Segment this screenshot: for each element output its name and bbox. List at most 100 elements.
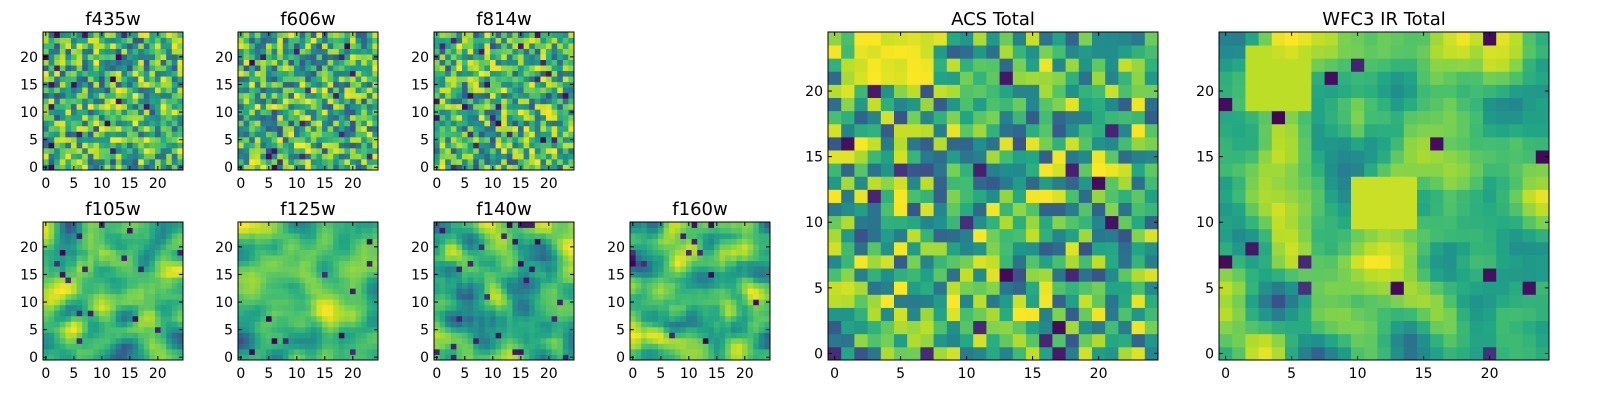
heatmap-cell xyxy=(305,260,312,267)
heatmap-cell xyxy=(260,332,267,339)
heatmap-cell xyxy=(249,92,256,99)
heatmap-cell xyxy=(277,70,284,77)
heatmap-cell xyxy=(271,103,278,110)
heatmap-cell xyxy=(316,125,323,132)
heatmap-cell xyxy=(316,54,323,60)
heatmap-cell xyxy=(54,54,61,60)
heatmap-cell xyxy=(646,266,653,273)
heatmap-cell xyxy=(473,343,480,350)
heatmap-cell xyxy=(282,288,289,295)
heatmap-cell xyxy=(171,65,178,72)
heatmap-cell xyxy=(327,158,334,165)
heatmap-cell xyxy=(54,282,61,289)
heatmap-cell xyxy=(867,268,882,282)
heatmap-cell xyxy=(65,255,72,262)
heatmap-cell xyxy=(322,92,328,99)
heatmap-cell xyxy=(361,114,368,121)
heatmap-cell xyxy=(1078,163,1093,177)
heatmap-cell xyxy=(254,81,261,88)
heatmap-cell xyxy=(501,249,508,256)
heatmap-cell xyxy=(333,233,340,239)
heatmap-cell xyxy=(282,348,289,355)
heatmap-cell xyxy=(434,92,440,99)
heatmap-cell xyxy=(288,266,295,273)
heatmap-cell xyxy=(663,255,670,262)
heatmap-cell xyxy=(445,260,452,267)
heatmap-cell xyxy=(546,277,552,284)
heatmap-cell xyxy=(155,337,161,344)
heatmap-cell xyxy=(350,48,356,55)
heatmap-cell xyxy=(495,244,502,250)
heatmap-cell xyxy=(635,233,642,239)
heatmap-cell xyxy=(260,288,267,295)
heatmap-cell xyxy=(764,255,771,262)
heatmap-cell xyxy=(71,81,77,88)
heatmap-cell xyxy=(82,238,89,245)
heatmap-cell xyxy=(299,131,306,138)
heatmap-cell xyxy=(171,54,178,60)
heatmap-cell xyxy=(540,92,547,99)
heatmap-cell xyxy=(299,299,306,306)
heatmap-cell xyxy=(266,103,272,110)
heatmap-cell xyxy=(730,315,737,322)
heatmap-cell xyxy=(546,70,552,77)
heatmap-cell xyxy=(562,293,569,300)
heatmap-cell xyxy=(99,332,105,339)
heatmap-cell xyxy=(439,288,446,295)
heatmap-cell xyxy=(54,153,61,160)
heatmap-cell xyxy=(316,354,323,361)
heatmap-cell xyxy=(758,293,765,300)
heatmap-cell xyxy=(115,65,122,72)
heatmap-cell xyxy=(730,288,737,295)
heatmap-cell xyxy=(333,76,340,83)
heatmap-cell xyxy=(557,54,564,60)
heatmap-cell xyxy=(518,299,524,306)
heatmap-cell xyxy=(115,103,122,110)
heatmap-cell xyxy=(277,222,284,228)
heatmap-cell xyxy=(87,153,94,160)
heatmap-cell xyxy=(635,299,642,306)
heatmap-cell xyxy=(143,299,150,306)
heatmap-cell xyxy=(439,293,446,300)
heatmap-cell xyxy=(338,32,345,38)
heatmap-cell xyxy=(1052,307,1066,322)
heatmap-cell xyxy=(82,114,89,121)
heatmap-cell xyxy=(551,260,558,267)
heatmap-cell xyxy=(456,299,463,306)
heatmap-cell xyxy=(714,326,720,333)
heatmap-cell xyxy=(143,238,150,245)
heatmap-cell xyxy=(327,222,334,228)
heatmap-cell xyxy=(366,65,373,72)
heatmap-cell xyxy=(473,288,480,295)
heatmap-cell xyxy=(249,147,256,154)
heatmap-cell xyxy=(160,348,167,355)
heatmap-cell xyxy=(82,337,89,344)
heatmap-cell xyxy=(758,310,765,317)
heatmap-cell xyxy=(674,244,681,250)
heatmap-cell xyxy=(462,266,468,273)
heatmap-cell xyxy=(1105,176,1119,190)
heatmap-cell xyxy=(155,255,161,262)
heatmap-cell xyxy=(630,332,636,339)
heatmap-cell xyxy=(149,43,156,49)
heatmap-cell xyxy=(512,233,519,239)
heatmap-cell xyxy=(149,288,156,295)
heatmap-cell xyxy=(316,348,323,355)
heatmap-cell xyxy=(132,164,139,171)
heatmap-cell xyxy=(501,43,508,49)
heatmap-cell xyxy=(271,109,278,116)
heatmap-cell xyxy=(702,310,709,317)
heatmap-cell xyxy=(266,348,272,355)
heatmap-cell xyxy=(127,299,133,306)
heatmap-cell xyxy=(646,277,653,284)
heatmap-cell xyxy=(59,59,66,66)
heatmap-cell xyxy=(490,293,496,300)
heatmap-cell xyxy=(333,164,340,171)
heatmap-cell xyxy=(361,142,368,149)
heatmap-cell xyxy=(344,65,351,72)
heatmap-cell xyxy=(568,65,575,72)
heatmap-cell xyxy=(355,260,362,267)
heatmap-cell xyxy=(714,271,720,278)
